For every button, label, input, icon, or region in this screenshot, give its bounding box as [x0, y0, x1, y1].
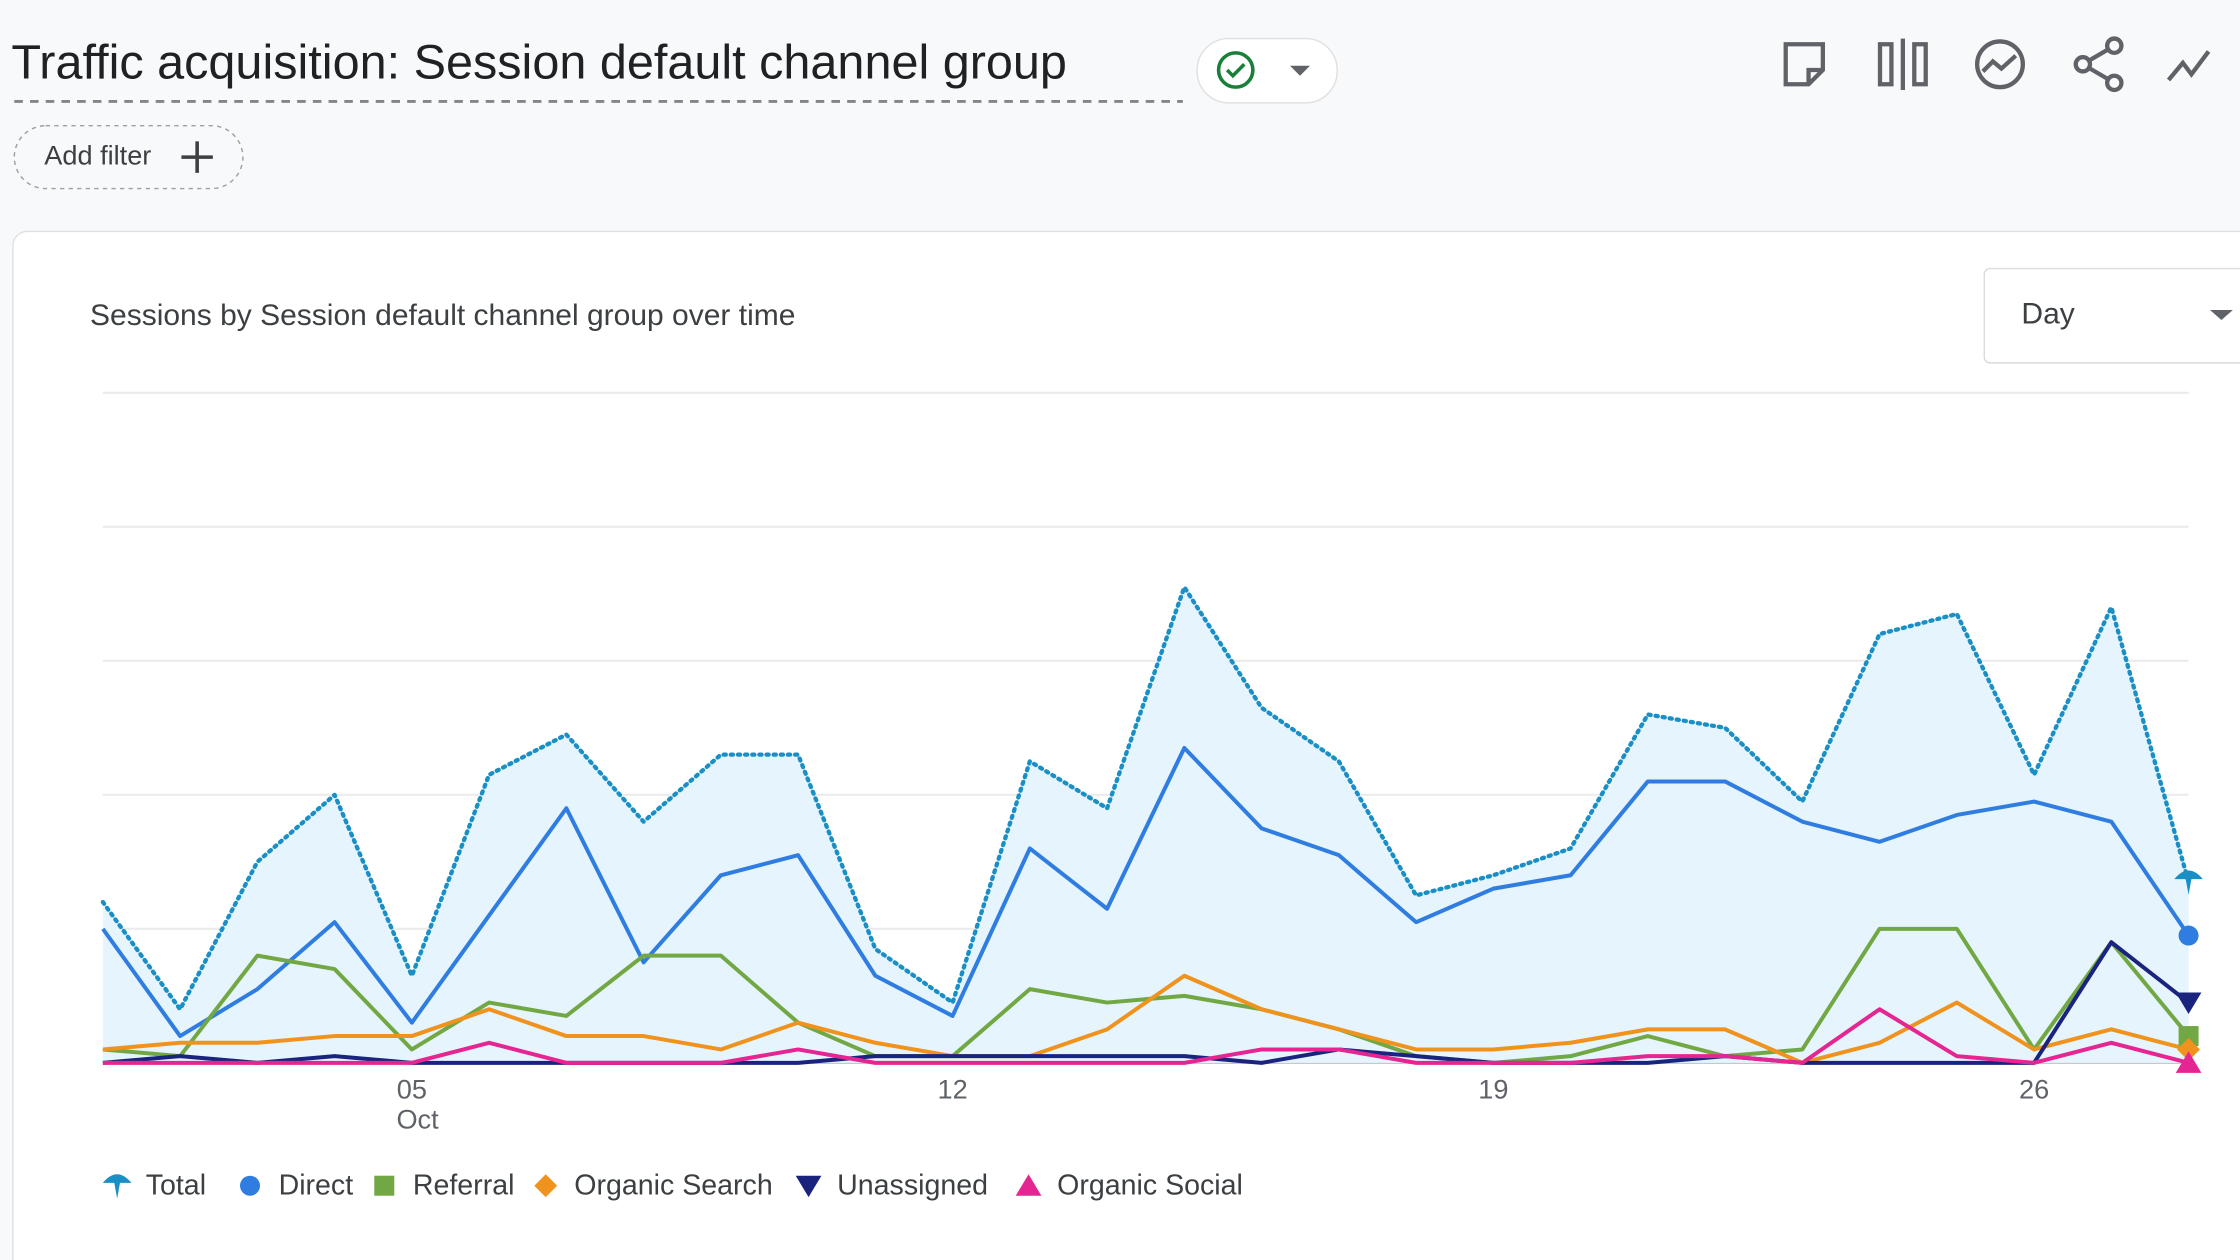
end-marker — [2178, 925, 2199, 946]
insights-icon[interactable] — [1975, 39, 2025, 90]
end-marker — [2174, 870, 2203, 895]
legend-marker — [534, 1174, 558, 1198]
add-filter-button[interactable] — [13, 125, 244, 190]
end-marker — [2175, 1051, 2202, 1073]
legend-label: Direct — [279, 1170, 354, 1202]
series-line — [102, 926, 2191, 1065]
legend-item[interactable]: Organic Social — [1015, 1170, 1243, 1202]
end-marker — [2177, 1038, 2200, 1061]
check-icon — [1216, 51, 1255, 89]
series-line — [102, 940, 2190, 1065]
series-line — [102, 1007, 2190, 1065]
x-tick-label: 26 — [2019, 1074, 2049, 1105]
end-marker — [2175, 992, 2202, 1014]
legend-label: Organic Social — [1057, 1170, 1243, 1202]
series-line — [100, 585, 2191, 1012]
share-dot — [2073, 55, 2093, 74]
share-dot — [2105, 73, 2124, 93]
compare-icon[interactable] — [1877, 38, 1928, 90]
series-line — [101, 745, 2191, 1039]
legend-label: Organic Search — [574, 1170, 772, 1202]
dropdown-arrow — [1290, 65, 1310, 76]
legend-item[interactable]: Unassigned — [795, 1170, 988, 1202]
legend-marker — [374, 1175, 395, 1196]
x-month-label: Oct — [396, 1104, 439, 1135]
plus-icon — [181, 141, 213, 173]
x-tick-label: 19 — [1478, 1074, 1508, 1105]
x-tick-label: 12 — [938, 1074, 968, 1105]
trend-icon[interactable] — [2166, 50, 2211, 82]
end-marker — [2178, 1026, 2199, 1047]
share-lines — [2088, 48, 2109, 81]
legend-marker — [102, 1174, 132, 1199]
note-icon[interactable] — [1783, 42, 1825, 87]
granularity-select[interactable] — [1983, 267, 2240, 364]
check-mark — [1225, 63, 1246, 79]
legend-marker — [795, 1175, 822, 1198]
legend-marker — [240, 1175, 260, 1196]
x-tick-label: 05 — [397, 1074, 427, 1105]
share-icon[interactable] — [2105, 36, 2124, 55]
select-arrow — [2210, 310, 2233, 320]
legend-label: Total — [146, 1170, 206, 1202]
granularity-label: Day — [2021, 298, 2074, 331]
page-title[interactable]: Traffic acquisition: Session default cha… — [11, 36, 1067, 90]
legend-marker — [1015, 1174, 1042, 1196]
legend-label: Unassigned — [837, 1170, 988, 1202]
insights-line — [1981, 54, 2018, 73]
legend-item[interactable]: Organic Search — [534, 1170, 773, 1202]
legend-label: Referral — [413, 1170, 515, 1202]
legend-item[interactable]: Direct — [240, 1170, 353, 1202]
plot: 05 12 19 26 Oct Total Direct Referral Organic Se… — [100, 391, 2203, 1202]
legend-item[interactable]: Referral — [374, 1170, 514, 1202]
toolbar — [1783, 36, 2211, 93]
series-line — [102, 973, 2190, 1065]
chart-title: Sessions by Session default channel grou… — [90, 299, 795, 332]
legend-item[interactable]: Total — [102, 1170, 206, 1202]
add-filter-label: Add filter — [44, 139, 151, 170]
